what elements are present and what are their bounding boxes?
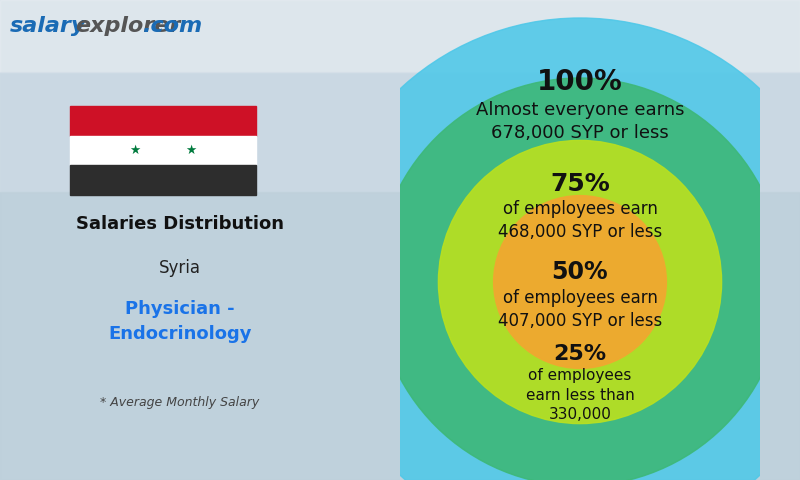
Text: 100%: 100%: [537, 68, 623, 96]
Circle shape: [438, 140, 722, 423]
Text: 75%: 75%: [550, 172, 610, 196]
Text: of employees
earn less than
330,000: of employees earn less than 330,000: [526, 369, 634, 422]
Text: 25%: 25%: [554, 344, 606, 364]
Bar: [70, 106, 256, 135]
Text: of employees earn
407,000 SYP or less: of employees earn 407,000 SYP or less: [498, 289, 662, 330]
Text: 50%: 50%: [552, 260, 608, 284]
Text: ★: ★: [185, 144, 196, 157]
Text: ★: ★: [130, 144, 141, 157]
Text: Syria: Syria: [159, 259, 201, 277]
Bar: [70, 165, 256, 195]
Text: .com: .com: [143, 16, 203, 36]
Text: Salaries Distribution: Salaries Distribution: [76, 215, 284, 233]
Bar: [0, 0, 800, 72]
Text: of employees earn
468,000 SYP or less: of employees earn 468,000 SYP or less: [498, 201, 662, 241]
Bar: [70, 135, 256, 165]
Bar: [0, 72, 800, 192]
Circle shape: [494, 196, 666, 369]
Text: * Average Monthly Salary: * Average Monthly Salary: [100, 396, 260, 409]
Text: explorer: explorer: [75, 16, 181, 36]
Circle shape: [316, 18, 800, 480]
Bar: [0, 192, 800, 480]
Circle shape: [376, 78, 784, 480]
Text: salary: salary: [10, 16, 86, 36]
Text: Physician -
Endocrinology: Physician - Endocrinology: [108, 300, 252, 343]
Text: Almost everyone earns
678,000 SYP or less: Almost everyone earns 678,000 SYP or les…: [476, 101, 684, 142]
